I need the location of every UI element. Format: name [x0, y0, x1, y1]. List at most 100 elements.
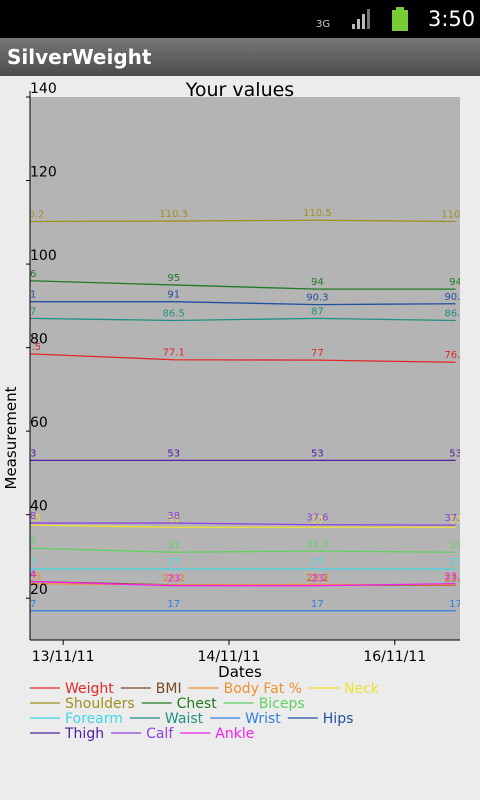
signal-icon: [357, 19, 360, 29]
legend-label: Forearm: [65, 711, 123, 727]
data-label: 77: [311, 348, 324, 359]
data-label: 110.2: [16, 209, 45, 220]
data-label: 90.3: [306, 293, 328, 304]
data-label: 37: [167, 515, 180, 526]
series-line: [30, 547, 456, 553]
y-tick-label: 120: [30, 165, 57, 181]
data-label: 53: [24, 448, 37, 459]
data-label: 23: [311, 574, 324, 585]
x-tick-label: 13/11/11: [32, 649, 95, 665]
data-label: 31: [449, 540, 462, 551]
app-title: SilverWeight: [7, 45, 152, 69]
data-label: 23.3: [306, 572, 328, 583]
y-tick-label: 20: [30, 582, 48, 598]
y-tick-label: 60: [30, 415, 48, 431]
data-label: 17: [449, 599, 462, 610]
data-label: 53: [167, 448, 180, 459]
data-label: 87: [311, 306, 324, 317]
legend-label: Ankle: [215, 726, 254, 742]
data-label: 90.5: [444, 292, 466, 303]
battery-icon: [392, 10, 408, 31]
legend-label: Body Fat %: [224, 681, 302, 697]
y-tick-label: 100: [30, 248, 57, 264]
data-label: 94: [449, 277, 462, 288]
signal-icon: [367, 9, 370, 29]
data-label: 23: [167, 574, 180, 585]
data-label: 32: [24, 536, 37, 547]
data-label: 91: [24, 290, 37, 301]
data-label: 78.5: [19, 342, 41, 353]
series-line: [30, 219, 456, 223]
data-label: 110.5: [303, 208, 332, 219]
legend-label: Shoulders: [65, 696, 135, 712]
data-label: 23.5: [19, 572, 41, 583]
data-label: 17: [24, 599, 37, 610]
title-bar: [0, 38, 480, 76]
data-label: 38: [24, 511, 37, 522]
data-label: 86.5: [444, 308, 466, 319]
series-line: [30, 280, 456, 290]
series-line: [30, 580, 456, 587]
data-label: 24: [24, 570, 37, 581]
data-label: 95: [167, 273, 180, 284]
data-label: 76.5: [444, 350, 466, 361]
x-tick-label: 14/11/11: [198, 649, 261, 665]
legend-label: Calf: [146, 726, 174, 742]
data-label: 37.5: [444, 513, 466, 524]
data-label: 27: [449, 557, 462, 568]
data-label: 77.1: [163, 348, 185, 359]
data-label: 37: [449, 515, 462, 526]
data-label: 91: [167, 290, 180, 301]
data-label: 23.2: [163, 573, 185, 584]
series-line: [30, 317, 456, 322]
series-line: [30, 301, 456, 306]
data-label: 110.3: [159, 209, 188, 220]
data-label: 23.1: [444, 573, 466, 584]
plot-area: [30, 97, 460, 640]
y-tick-label: 80: [30, 332, 48, 348]
signal-icon: [352, 24, 355, 29]
data-label: 110.2: [441, 209, 470, 220]
data-label: 23.2: [444, 573, 466, 584]
y-tick-label: 40: [30, 499, 48, 515]
data-label: 27: [24, 557, 37, 568]
plot-lines: 78.577.17776.52423.223.223.123.523.223.3…: [16, 208, 470, 612]
legend-label: Chest: [177, 696, 218, 712]
data-label: 27: [311, 557, 324, 568]
data-label: 53: [311, 448, 324, 459]
legend-label: Hips: [323, 711, 354, 727]
data-label: 23.5: [444, 572, 466, 583]
data-label: 17: [311, 599, 324, 610]
data-label: 27: [167, 557, 180, 568]
series-line: [30, 522, 456, 526]
legend-label: Biceps: [259, 696, 305, 712]
battery-icon: [396, 7, 404, 10]
data-label: 31: [167, 540, 180, 551]
data-label: 37: [311, 515, 324, 526]
data-label: 94: [311, 277, 324, 288]
y-tick-label: 140: [30, 81, 57, 97]
data-label: 37.6: [306, 513, 328, 524]
network-icon: 3G: [316, 19, 330, 30]
clock: 3:50: [428, 7, 475, 31]
series-line: [30, 524, 456, 528]
data-label: 23.2: [163, 573, 185, 584]
data-label: 96: [24, 269, 37, 280]
legend-label: Thigh: [64, 726, 104, 742]
series-line: [30, 353, 456, 363]
data-label: 23.2: [306, 573, 328, 584]
signal-icon: [362, 14, 365, 29]
legend-label: BMI: [156, 681, 182, 697]
data-label: 24: [24, 570, 37, 581]
data-label: 38: [167, 511, 180, 522]
data-label: 17: [167, 599, 180, 610]
x-axis-label: Dates: [218, 663, 262, 681]
data-label: 37.5: [19, 513, 41, 524]
legend-label: Waist: [165, 711, 204, 727]
data-label: 31.3: [306, 539, 328, 550]
data-label: 86.5: [163, 308, 185, 319]
data-label: 87: [24, 306, 37, 317]
status-icons: 3G: [316, 7, 408, 31]
